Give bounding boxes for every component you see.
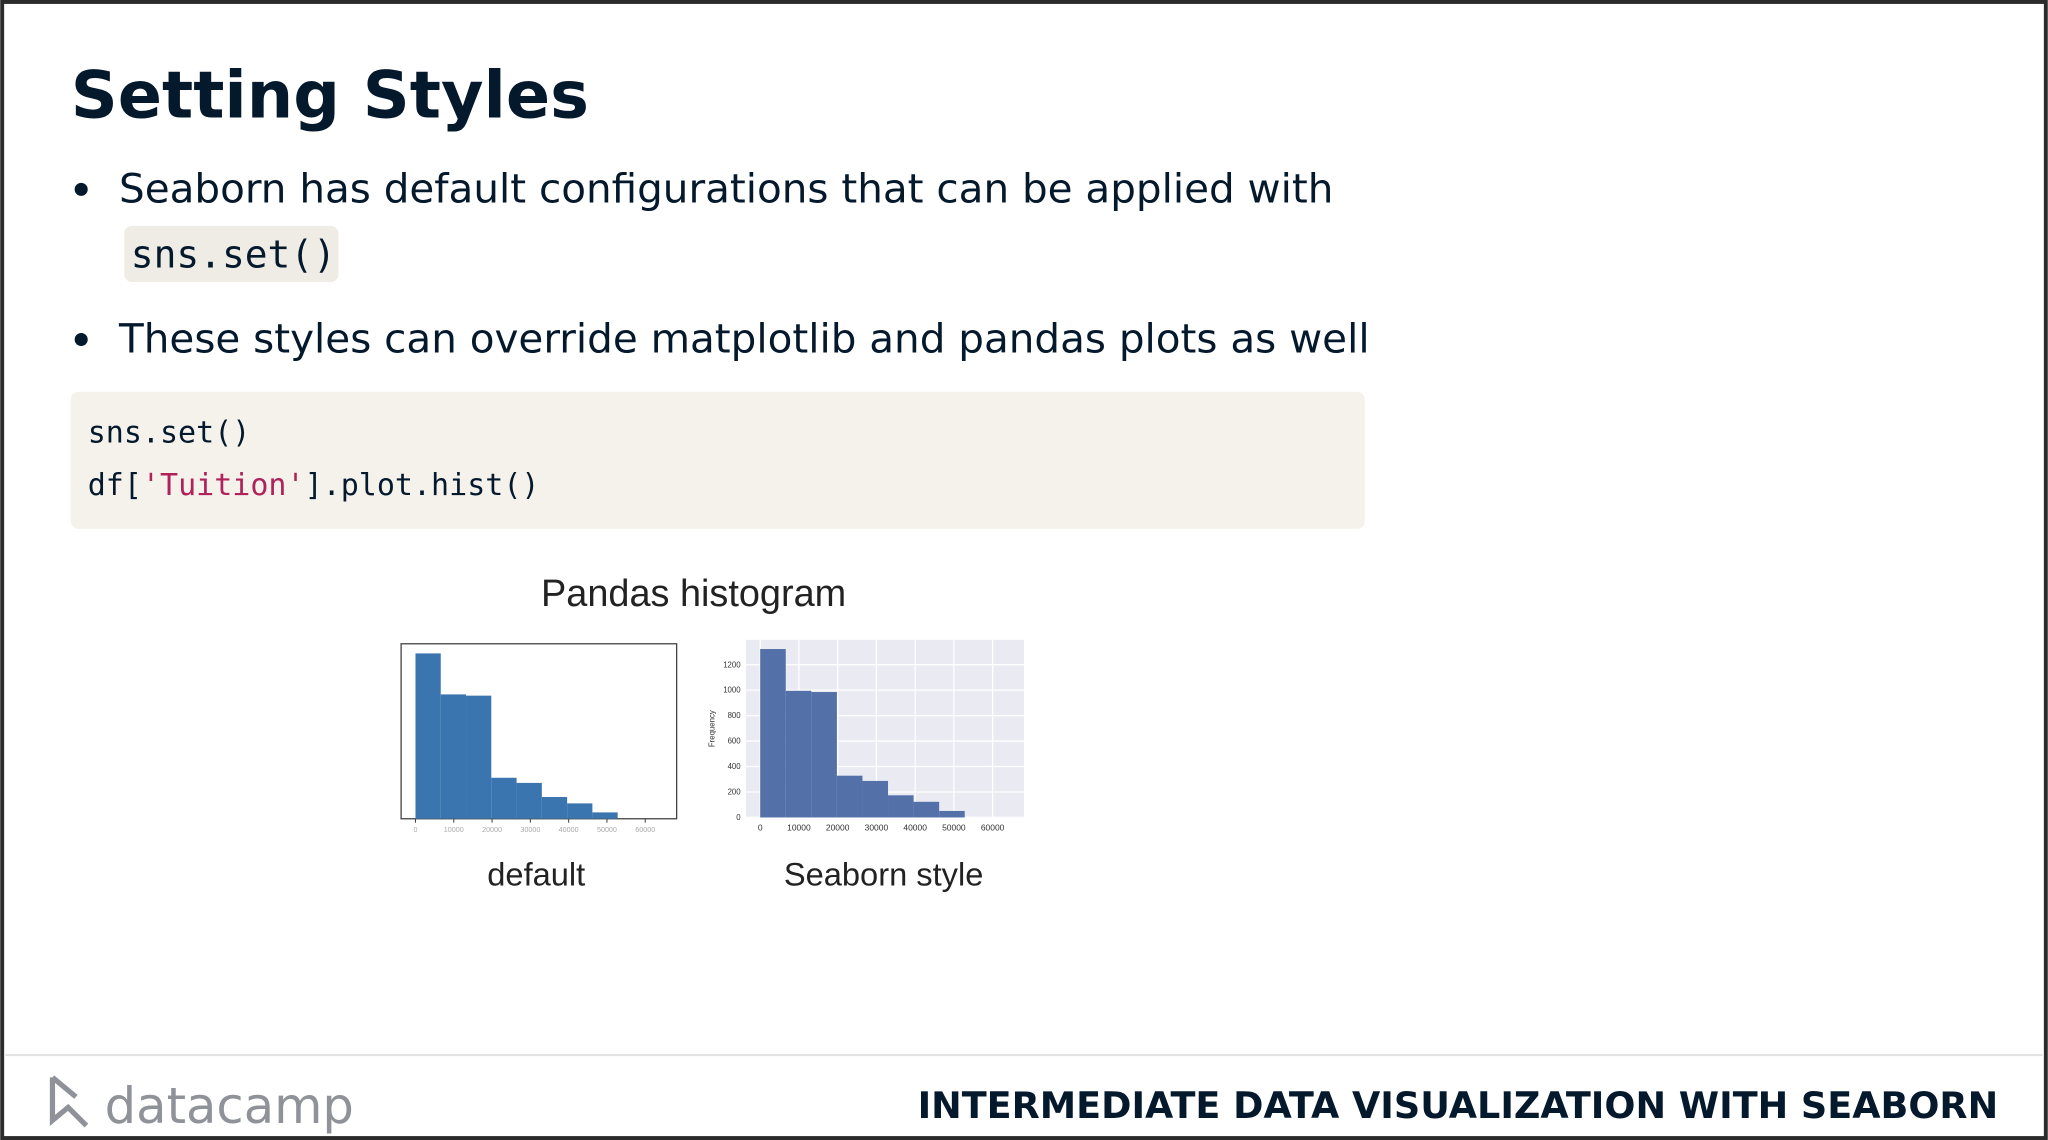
bar	[888, 795, 914, 818]
bar	[592, 812, 618, 819]
bar	[836, 775, 863, 818]
logo-icon	[49, 1075, 89, 1128]
inline-code-bg	[124, 225, 339, 283]
y-tick-label: 800	[728, 711, 742, 720]
bar	[440, 694, 467, 819]
inline-code: sns.set()	[131, 233, 336, 277]
bar	[811, 692, 837, 818]
figure-title: Pandas histogram	[541, 573, 846, 615]
x-tick-label: 30000	[520, 826, 540, 834]
code-block	[70, 391, 1365, 529]
y-tick-label: 0	[736, 813, 741, 822]
logo-text: datacamp	[105, 1077, 354, 1135]
chart-caption: default	[487, 855, 585, 892]
y-tick-label: 1000	[723, 686, 741, 695]
bar	[862, 780, 889, 818]
bar	[567, 803, 593, 819]
bar	[913, 801, 940, 818]
bar	[785, 690, 812, 818]
x-tick-label: 10000	[787, 823, 811, 833]
code-line: df['Tuition'].plot.hist()	[88, 468, 540, 503]
bar	[466, 695, 492, 819]
bar	[491, 777, 517, 819]
x-tick-label: 0	[758, 823, 763, 833]
x-tick-label: 20000	[826, 823, 850, 833]
x-tick-label: 60000	[635, 826, 655, 834]
x-tick-label: 40000	[559, 826, 579, 834]
bullet-text: These styles can override matplotlib and…	[118, 315, 1370, 363]
y-tick-label: 200	[728, 788, 742, 797]
bullet-dot	[74, 182, 88, 196]
course-title: INTERMEDIATE DATA VISUALIZATION WITH SEA…	[918, 1084, 1999, 1127]
code-token: ].plot.hist()	[305, 468, 540, 503]
x-tick-label: 20000	[482, 826, 502, 834]
code-line: sns.set()	[88, 416, 251, 451]
x-tick-label: 50000	[942, 823, 966, 833]
bullet-text: Seaborn has default configurations that …	[119, 164, 1333, 212]
x-tick-label: 0	[413, 826, 417, 834]
bar	[541, 797, 568, 819]
code-string: 'Tuition'	[142, 468, 305, 503]
y-tick-label: 400	[728, 762, 742, 771]
bar	[415, 653, 441, 819]
x-tick-label: 10000	[444, 826, 464, 834]
y-tick-label: 600	[728, 737, 742, 746]
bar	[939, 810, 965, 818]
y-axis-label: Frequency	[708, 710, 717, 747]
x-tick-label: 30000	[865, 823, 889, 833]
bar	[760, 649, 786, 818]
x-tick-label: 60000	[981, 823, 1005, 833]
x-tick-label: 40000	[903, 823, 927, 833]
chart-caption: Seaborn style	[784, 855, 984, 892]
code-token: df[	[88, 468, 142, 503]
bullet-dot	[74, 332, 88, 347]
bar	[516, 782, 542, 819]
y-tick-label: 1200	[723, 660, 741, 669]
title: Setting Styles	[71, 58, 589, 134]
x-tick-label: 50000	[597, 826, 617, 834]
